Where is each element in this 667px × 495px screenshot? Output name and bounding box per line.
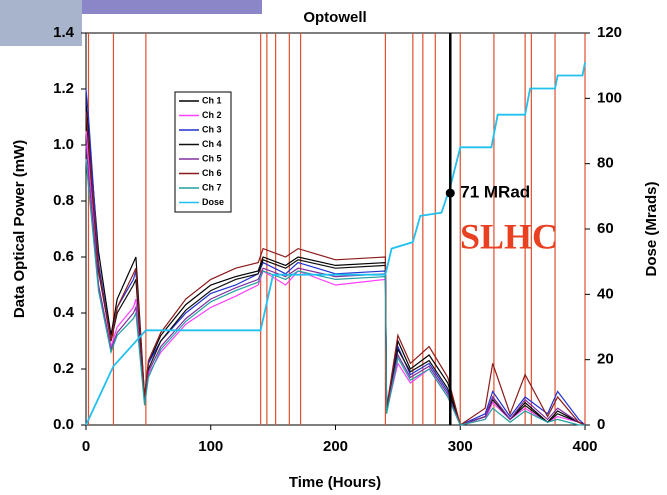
chart-title: Optowell: [303, 9, 366, 26]
series-line: [85, 158, 585, 426]
annotation: SLHC: [460, 216, 558, 256]
y2-axis-label: Dose (Mrads): [643, 181, 660, 276]
series-line: [85, 62, 586, 426]
y-tick-label: 0.2: [53, 360, 74, 377]
legend-label: Dose: [202, 197, 224, 207]
photo-fragment: [0, 0, 82, 46]
x-tick-label: 100: [198, 438, 223, 455]
x-tick-label: 300: [448, 438, 473, 455]
y2-tick-label: 0: [597, 416, 605, 433]
legend-label: Ch 1: [202, 95, 222, 105]
legend-box: [174, 91, 232, 213]
legend: Ch 1 Ch 2 Ch 3 Ch 4 Ch 5 Ch 6 Ch 7 Dose: [174, 91, 232, 213]
y2-tick-label: 20: [597, 351, 614, 368]
y2-tick-label: 100: [597, 89, 622, 106]
series-line: [85, 111, 586, 426]
y2-tick-label: 40: [597, 285, 614, 302]
y2-tick-label: 120: [597, 24, 622, 41]
marker-point: [445, 188, 455, 198]
x-tick-label: 0: [82, 438, 90, 455]
y-tick-label: 1.2: [53, 80, 74, 97]
plot-area: [85, 32, 586, 426]
y-tick-label: 0.4: [53, 304, 75, 321]
y-axis-label: Data Optical Power (mW): [11, 140, 28, 318]
x-tick-label: 400: [572, 438, 597, 455]
legend-label: Ch 5: [202, 153, 222, 163]
legend-label: Ch 7: [202, 182, 222, 192]
series-line: [85, 88, 586, 426]
y-tick-label: 1.0: [53, 136, 74, 153]
legend-label: Ch 4: [202, 139, 222, 149]
y-tick-label: 0.8: [53, 192, 74, 209]
y2-tick-label: 60: [597, 220, 614, 237]
y-tick-label: 0.0: [53, 416, 74, 433]
y-tick-label: 0.6: [53, 248, 74, 265]
legend-label: Ch 6: [202, 168, 222, 178]
legend-label: Ch 2: [202, 110, 222, 120]
legend-label: Ch 3: [202, 124, 222, 134]
series-line: [85, 144, 586, 426]
y2-tick-label: 80: [597, 155, 614, 172]
photo-fragment: [82, 0, 262, 14]
x-axis-label: Time (Hours): [289, 474, 381, 491]
marker-label: 71 MRad: [460, 183, 530, 202]
x-tick-label: 200: [323, 438, 348, 455]
y-tick-label: 1.4: [53, 24, 75, 41]
